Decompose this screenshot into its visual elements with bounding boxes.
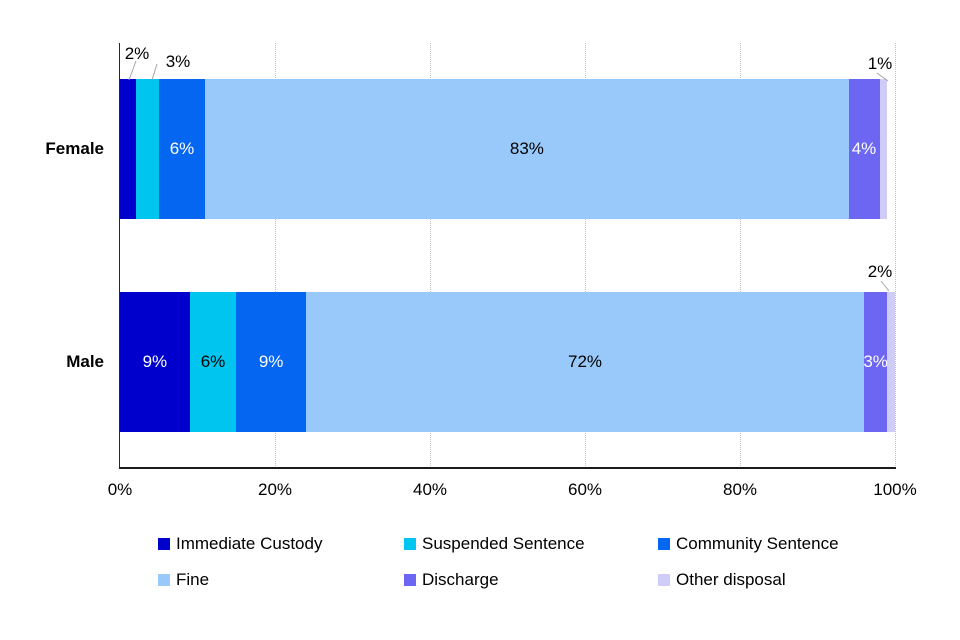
x-tick-label: 60% [567,480,603,499]
bar-segment-fine: 83% [205,79,849,220]
bar-segment-immediate-custody: 9% [120,291,190,432]
gridline [585,43,586,468]
legend-label: Other disposal [676,570,786,589]
x-tick-label: 40% [412,480,448,499]
legend-item-immediate-custody: Immediate Custody [158,533,404,555]
data-label: 72% [567,351,603,371]
legend-label: Discharge [422,570,499,589]
data-label: 6% [200,351,226,371]
bar-segment-discharge: 4% [848,79,880,220]
category-label-female: Female [45,139,104,159]
x-tick-label: 0% [107,480,133,499]
gridline [430,43,431,468]
gridline [740,43,741,468]
bar-segment-other-disposal [879,79,888,220]
data-label: 4% [851,139,877,159]
bar-segment-suspended-sentence: 6% [189,291,237,432]
legend-label: Immediate Custody [176,534,323,553]
bar-female: 6% 83% 4% [120,79,895,220]
legend-swatch [404,538,416,550]
legend-label: Community Sentence [676,534,839,553]
bar-segment-other-disposal [887,291,895,432]
plot-area: 6% 83% 4% 2% 3% 1% 9% 6% 9% 72% 3% 2% 0% 20% 40% 60% 80%… [108,43,917,499]
legend-swatch [158,574,170,586]
legend-swatch [658,574,670,586]
bar-segment-community-sentence: 6% [158,79,206,220]
legend-swatch [658,538,670,550]
leader-line [151,63,158,81]
data-label: 9% [258,351,284,371]
legend-label: Suspended Sentence [422,534,585,553]
data-label: 9% [142,351,168,371]
legend-label: Fine [176,570,210,589]
legend: Immediate Custody Suspended Sentence Commu… [158,533,918,591]
x-axis-line [119,467,896,469]
bar-segment-community-sentence: 9% [236,291,306,432]
x-tick-label: 100% [873,480,917,499]
category-label-male: Male [66,351,104,371]
y-axis-line [119,43,120,469]
legend-swatch [404,574,416,586]
data-label-callout: 3% [165,52,191,71]
bar-segment-discharge: 3% [863,291,888,432]
legend-item-other-disposal: Other disposal [658,569,918,591]
x-tick-label: 20% [257,480,293,499]
gridline [275,43,276,468]
bar-segment-suspended-sentence [135,79,159,220]
data-label-callout: 2% [124,44,150,63]
legend-item-fine: Fine [158,569,404,591]
bar-male: 9% 6% 9% 72% 3% [120,291,895,432]
data-label: 6% [169,139,195,159]
leader-line [880,280,890,292]
gridline [895,43,896,468]
legend-item-suspended-sentence: Suspended Sentence [404,533,658,555]
legend-item-discharge: Discharge [404,569,658,591]
data-label: 83% [509,139,544,159]
legend-swatch [158,538,170,550]
x-tick-label: 80% [722,480,758,499]
data-label-callout: 2% [867,262,893,281]
legend-item-community-sentence: Community Sentence [658,533,918,555]
data-label: 3% [863,351,888,371]
bar-segment-fine: 72% [306,291,864,432]
data-label-callout: 1% [867,54,893,73]
bar-segment-immediate-custody [120,79,136,220]
